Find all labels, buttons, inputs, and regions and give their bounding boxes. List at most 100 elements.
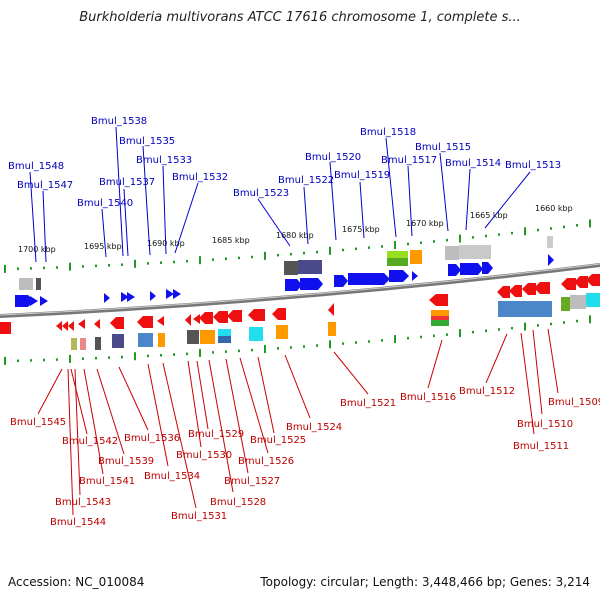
scale-tick [368,340,370,343]
gene-label-1537[interactable]: Bmul_1537 [99,177,155,188]
scale-tick [69,262,71,271]
scale-tick [563,225,565,229]
scale-tick [355,341,357,344]
gene-label-1516[interactable]: Bmul_1516 [400,392,456,403]
scale-tick [121,263,123,266]
gene-label-1544[interactable]: Bmul_1544 [50,517,106,528]
scale-tick [147,262,149,265]
scale-tick [472,330,474,334]
scale-tick [433,240,435,243]
gene-label-1530[interactable]: Bmul_1530 [176,450,232,461]
gene-label-1540[interactable]: Bmul_1540 [77,198,133,209]
gene-label-1513[interactable]: Bmul_1513 [505,160,561,171]
chromosome-backbone [0,263,600,318]
gene-label-1528[interactable]: Bmul_1528 [210,497,266,508]
scale-tick [407,336,409,340]
scale-label-1685: 1685 kbp [212,236,250,245]
scale-tick [550,322,552,326]
gene-label-1510[interactable]: Bmul_1510 [517,419,573,430]
reverse-genes [0,274,600,334]
scale-tick [251,255,253,259]
scale-tick [537,228,539,232]
scale-tick [563,321,565,324]
scale-label-1700: 1700 kbp [18,245,56,254]
gene-label-1509[interactable]: Bmul_1509 [548,397,600,408]
gene-label-1524[interactable]: Bmul_1524 [286,422,342,433]
gene-label-1547[interactable]: Bmul_1547 [17,180,73,191]
gene-label-1539[interactable]: Bmul_1539 [98,456,154,467]
gene-label-1526[interactable]: Bmul_1526 [238,456,294,467]
gene-label-1534[interactable]: Bmul_1534 [144,471,200,482]
chromosome-backbone-highlight [0,263,600,316]
scale-tick [381,245,383,248]
gene-label-1531[interactable]: Bmul_1531 [171,511,227,522]
scale-tick [121,355,123,359]
accession-text: Accession: NC_010084 [8,575,145,589]
scale-tick [329,340,331,349]
gene-label-1541[interactable]: Bmul_1541 [79,476,135,487]
scale-tick [30,359,32,362]
gene-label-1525[interactable]: Bmul_1525 [250,435,306,446]
forward-genes [15,254,554,307]
gene-label-1514[interactable]: Bmul_1514 [445,158,501,169]
gene-label-1527[interactable]: Bmul_1527 [224,476,280,487]
gene-label-1543[interactable]: Bmul_1543 [55,497,111,508]
gene-label-1532[interactable]: Bmul_1532 [172,172,228,183]
scale-tick [173,353,175,356]
gene-label-1545[interactable]: Bmul_1545 [10,417,66,428]
gene-label-1548[interactable]: Bmul_1548 [8,161,64,172]
scale-tick [576,224,578,227]
scale-tick [225,257,227,261]
scale-label-1695: 1695 kbp [84,242,122,251]
scale-tick [199,256,201,265]
gene-label-1521[interactable]: Bmul_1521 [340,398,396,409]
gene-label-1542[interactable]: Bmul_1542 [62,436,118,447]
scale-tick [160,353,162,357]
scale-tick [316,250,318,254]
scale-tick [199,348,201,357]
scale-tick [173,260,175,264]
gene-label-1529[interactable]: Bmul_1529 [188,429,244,440]
scale-tick [17,359,19,363]
scale-tick [459,329,461,338]
scale-tick [186,352,188,356]
scale-tick [472,236,474,239]
gene-label-1518[interactable]: Bmul_1518 [360,127,416,138]
gene-label-1536[interactable]: Bmul_1536 [124,433,180,444]
scale-tick [524,322,526,331]
gene-label-1519[interactable]: Bmul_1519 [334,170,390,181]
gene-label-1533[interactable]: Bmul_1533 [136,155,192,166]
scale-label-1675: 1675 kbp [342,225,380,234]
gene-label-1515[interactable]: Bmul_1515 [415,142,471,153]
scale-tick [407,242,409,246]
scale-ticks-bottom [4,315,591,365]
scale-tick [238,256,240,260]
scale-tick [43,266,45,270]
scale-tick [446,238,448,242]
scale-tick [355,247,357,251]
gene-label-1522[interactable]: Bmul_1522 [278,175,334,186]
scale-tick [576,319,578,323]
gene-label-1520[interactable]: Bmul_1520 [305,152,361,163]
forward-cog-boxes [19,236,553,290]
gene-label-1512[interactable]: Bmul_1512 [459,386,515,397]
scale-tick [368,246,370,249]
scale-tick [329,246,331,255]
gene-label-1511[interactable]: Bmul_1511 [513,441,569,452]
scale-tick [56,266,58,269]
scale-label-1665: 1665 kbp [470,211,508,220]
gene-label-1523[interactable]: Bmul_1523 [233,188,289,199]
scale-tick [160,261,162,264]
scale-tick [147,354,149,358]
gene-label-1538[interactable]: Bmul_1538 [91,116,147,127]
scale-tick [433,334,435,338]
gene-label-1535[interactable]: Bmul_1535 [119,136,175,147]
gene-label-1517[interactable]: Bmul_1517 [381,155,437,166]
scale-tick [498,328,500,331]
scale-tick [43,358,45,362]
scale-tick [251,348,253,352]
scale-tick [238,349,240,353]
scale-tick [30,267,32,270]
scale-tick [290,252,292,256]
